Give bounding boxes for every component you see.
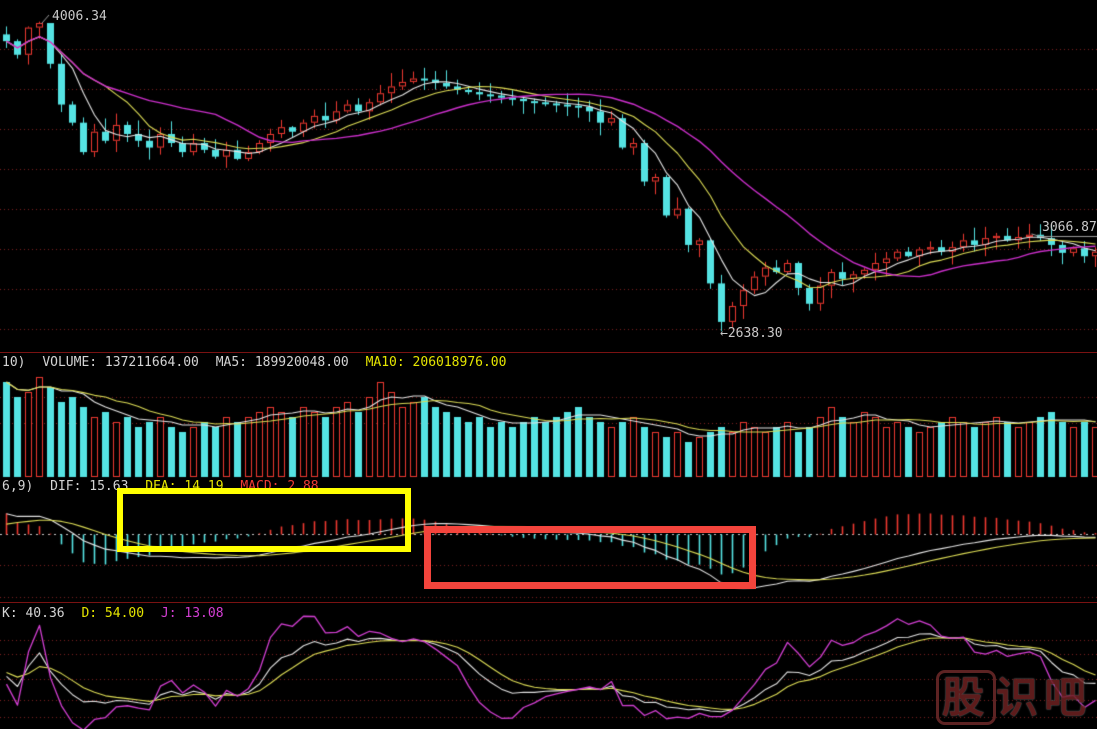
- volume-ma10-value: MA10: 206018976.00: [365, 355, 507, 370]
- d-value: D: 54.00: [81, 606, 145, 621]
- j-value: J: 13.08: [160, 606, 224, 621]
- panel-separator: [0, 602, 1097, 603]
- yellow-highlight-box: [117, 488, 411, 552]
- watermark: 股识吧: [936, 664, 1092, 725]
- volume-panel-canvas[interactable]: [0, 353, 1097, 478]
- kdj-header: K: 40.36 D: 54.00 J: 13.08: [2, 607, 233, 621]
- red-highlight-box: [424, 526, 756, 589]
- trough-value: 2638.30: [727, 326, 783, 341]
- arrow-left-icon: ←: [720, 326, 728, 341]
- price-label-peak: 4006.34: [52, 9, 107, 24]
- macd-panel-canvas[interactable]: [0, 478, 1097, 602]
- recent-high-value: 3066.87: [1042, 220, 1097, 235]
- k-value: K: 40.36: [2, 606, 65, 621]
- dif-value: DIF: 15.63: [50, 479, 129, 494]
- volume-value: VOLUME: 137211664.00: [42, 355, 199, 370]
- main-price-chart-canvas[interactable]: [0, 0, 1097, 353]
- price-label-recent-high: 3066.87: [1042, 220, 1097, 235]
- volume-ma5-value: MA5: 189920048.00: [215, 355, 349, 370]
- price-label-trough: ←2638.30: [720, 326, 783, 341]
- watermark-rest: 识吧: [996, 673, 1093, 722]
- volume-params: 10): [2, 355, 26, 370]
- macd-params: 6,9): [2, 479, 34, 494]
- volume-header: 10) VOLUME: 137211664.00 MA5: 189920048.…: [2, 356, 515, 370]
- kdj-panel-canvas[interactable]: [0, 603, 1097, 729]
- panel-separator: [0, 352, 1097, 353]
- watermark-boxed-char: 股: [936, 670, 997, 725]
- peak-value: 4006.34: [52, 9, 107, 24]
